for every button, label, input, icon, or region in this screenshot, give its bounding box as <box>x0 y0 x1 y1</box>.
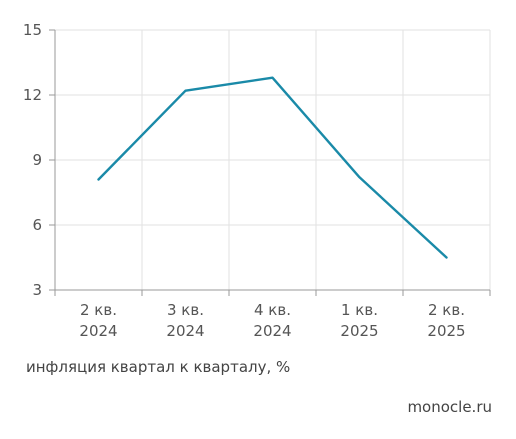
x-tick-label: 4 кв. 2024 <box>253 301 291 340</box>
chart-caption: инфляция квартал к кварталу, % <box>26 358 291 376</box>
x-tick-label: 2 кв. 2025 <box>427 301 465 340</box>
source-label: monocle.ru <box>407 398 492 416</box>
series-line <box>97 76 448 259</box>
y-tick-label: 3 <box>32 281 42 299</box>
x-tick-label: 2 кв. 2024 <box>79 301 117 340</box>
y-tick-label: 9 <box>32 151 42 169</box>
x-tick-label: 3 кв. 2024 <box>166 301 204 340</box>
y-tick-label: 6 <box>32 216 42 234</box>
line-chart: 3 6 9 12 15 2 кв. 2024 3 кв. 2024 4 кв. 2024 1 кв. 2… <box>23 21 491 340</box>
y-tick-label: 15 <box>23 21 42 39</box>
y-tick-label: 12 <box>23 86 42 104</box>
x-tick-label: 1 кв. 2025 <box>340 301 378 340</box>
